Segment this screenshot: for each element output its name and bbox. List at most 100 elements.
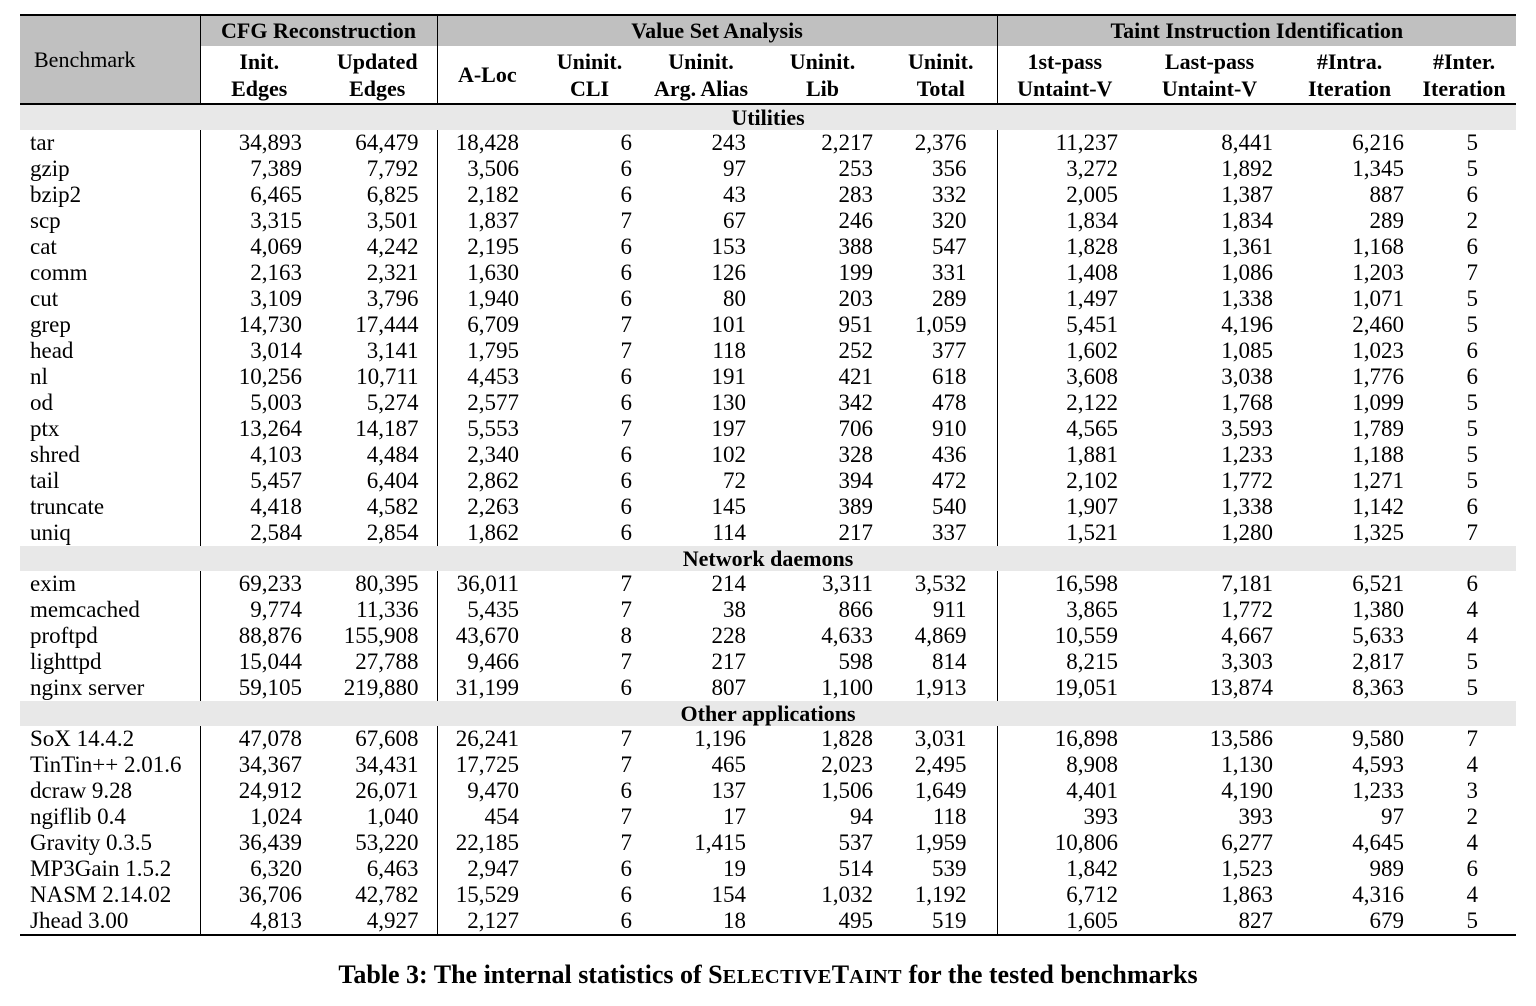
cell-value: 356 bbox=[932, 156, 967, 181]
cell-value: 6 bbox=[620, 390, 633, 415]
table-row: tar 34,893 64,479 18,428 6 243 2,217 2,376 11,23… bbox=[20, 130, 1516, 156]
cell-value: 2,862 bbox=[436, 468, 538, 494]
cell-value: 5,457 bbox=[199, 468, 318, 494]
cell-value: 4,103 bbox=[199, 442, 318, 468]
cell-value: 1,100 bbox=[821, 675, 874, 700]
cell-value: 3,796 bbox=[366, 286, 419, 311]
cell-value: 1,032 bbox=[821, 882, 874, 907]
header-line: Untaint-V bbox=[1161, 75, 1258, 101]
column-header-1st-pass-untaint-v: 1st-pass Untaint-V bbox=[996, 46, 1133, 105]
table-row: od 5,003 5,274 2,577 6 130 342 478 2,122 1,768 1,0… bbox=[20, 390, 1516, 416]
cell-value: 1,497 bbox=[996, 286, 1133, 312]
cell-value: 1,408 bbox=[996, 260, 1133, 286]
table-row: nginx server 59,105 219,880 31,199 6 807 1,100… bbox=[20, 675, 1516, 701]
section-title: Other applications bbox=[20, 701, 1517, 726]
table-row: Jhead 3.00 4,813 4,927 2,127 6 18 495 519 1,605 8… bbox=[20, 908, 1516, 935]
header-line: A-Loc bbox=[457, 62, 517, 87]
cell-value: 214 bbox=[711, 571, 747, 596]
header-line: Uninit. bbox=[556, 48, 623, 74]
cell-value: 1,280 bbox=[1221, 520, 1274, 545]
header-line: Arg. Alias bbox=[653, 75, 749, 101]
cell-value: 289 bbox=[932, 286, 967, 311]
table-row: MP3Gain 1.5.2 6,320 6,463 2,947 6 19 514 539 1,8… bbox=[20, 856, 1516, 882]
cell-value: 7 bbox=[620, 338, 633, 363]
cell-value: 337 bbox=[932, 520, 967, 545]
cell-value: 5 bbox=[1466, 908, 1479, 933]
cell-value: 1,959 bbox=[914, 830, 967, 855]
cell-value: 7 bbox=[620, 726, 633, 751]
cell-value: 6,404 bbox=[366, 468, 419, 493]
benchmark-name: MP3Gain 1.5.2 bbox=[30, 856, 172, 881]
cell-value: 2,495 bbox=[914, 752, 967, 777]
cell-value: 67 bbox=[723, 208, 747, 233]
cell-value: 283 bbox=[838, 182, 874, 207]
cell-value: 421 bbox=[838, 364, 874, 389]
cell-value: 1,907 bbox=[996, 494, 1133, 520]
cell-value: 1,602 bbox=[996, 338, 1133, 364]
header-line: #Intra. bbox=[1316, 48, 1383, 74]
cell-value: 5 bbox=[1466, 390, 1479, 415]
cell-value: 5 bbox=[1466, 675, 1479, 700]
cell-value: 5 bbox=[1466, 442, 1479, 467]
cell-value: 4,927 bbox=[366, 908, 419, 933]
cell-value: 6,709 bbox=[436, 312, 538, 338]
cell-value: 1,380 bbox=[1352, 597, 1405, 622]
column-header-uninit-lib: Uninit. Lib bbox=[760, 46, 886, 105]
cell-value: 9,580 bbox=[1352, 726, 1405, 751]
table-row: dcraw 9.28 24,912 26,071 9,470 6 137 1,506 1,64… bbox=[20, 778, 1516, 804]
benchmark-name: memcached bbox=[30, 597, 140, 622]
cell-value: 495 bbox=[838, 908, 874, 933]
section-title: Network daemons bbox=[20, 546, 1517, 571]
cell-value: 5,451 bbox=[996, 312, 1133, 338]
cell-value: 1,837 bbox=[436, 208, 538, 234]
cell-value: 118 bbox=[712, 338, 747, 363]
cell-value: 1,345 bbox=[1352, 156, 1405, 181]
benchmark-name: ngiflib 0.4 bbox=[30, 804, 126, 829]
cell-value: 1,040 bbox=[366, 804, 419, 829]
cell-value: 5 bbox=[1466, 286, 1479, 311]
cell-value: 4 bbox=[1466, 752, 1479, 777]
cell-value: 388 bbox=[838, 234, 874, 259]
cell-value: 3,109 bbox=[199, 286, 318, 312]
cell-value: 10,559 bbox=[996, 623, 1133, 649]
table-row: NASM 2.14.02 36,706 42,782 15,529 6 154 1,032 1… bbox=[20, 882, 1516, 908]
cell-value: 3,532 bbox=[914, 571, 967, 596]
cell-value: 9,774 bbox=[199, 597, 318, 623]
table-row: uniq 2,584 2,854 1,862 6 114 217 337 1,521 1,280 1… bbox=[20, 520, 1516, 546]
cell-value: 679 bbox=[1369, 908, 1405, 933]
cell-value: 1,523 bbox=[1221, 856, 1274, 881]
cell-value: 1,023 bbox=[1352, 338, 1405, 363]
cell-value: 6,463 bbox=[366, 856, 419, 881]
cell-value: 6,825 bbox=[366, 182, 419, 207]
cell-value: 454 bbox=[436, 804, 538, 830]
cell-value: 2,217 bbox=[821, 130, 874, 155]
cell-value: 153 bbox=[711, 234, 747, 259]
cell-value: 7,792 bbox=[366, 156, 419, 181]
cell-value: 18 bbox=[723, 908, 747, 933]
column-header-init-edges: Init. Edges bbox=[199, 46, 318, 105]
cell-value: 951 bbox=[838, 312, 874, 337]
cell-value: 1,768 bbox=[1221, 390, 1274, 415]
cell-value: 2,023 bbox=[821, 752, 874, 777]
table-row: cat 4,069 4,242 2,195 6 153 388 547 1,828 1,361 1,… bbox=[20, 234, 1516, 260]
benchmark-name: NASM 2.14.02 bbox=[30, 882, 172, 907]
benchmark-name: Gravity 0.3.5 bbox=[30, 830, 153, 855]
cell-value: 130 bbox=[711, 390, 747, 415]
cell-value: 289 bbox=[1369, 208, 1405, 233]
cell-value: 9,466 bbox=[436, 649, 538, 675]
cell-value: 1,233 bbox=[1352, 778, 1405, 803]
cell-value: 6 bbox=[1466, 364, 1479, 389]
cell-value: 2,947 bbox=[436, 856, 538, 882]
cell-value: 7 bbox=[620, 830, 633, 855]
cell-value: 6 bbox=[620, 494, 633, 519]
cell-value: 34,893 bbox=[199, 130, 318, 156]
cell-value: 2,182 bbox=[436, 182, 538, 208]
cell-value: 4 bbox=[1466, 623, 1479, 648]
cell-value: 1,863 bbox=[1221, 882, 1274, 907]
cell-value: 4,645 bbox=[1352, 830, 1405, 855]
section-header-row: Utilities bbox=[20, 104, 1517, 130]
cell-value: 436 bbox=[932, 442, 967, 467]
cell-value: 6 bbox=[1466, 571, 1479, 596]
cell-value: 6 bbox=[1466, 494, 1479, 519]
cell-value: 137 bbox=[711, 778, 747, 803]
